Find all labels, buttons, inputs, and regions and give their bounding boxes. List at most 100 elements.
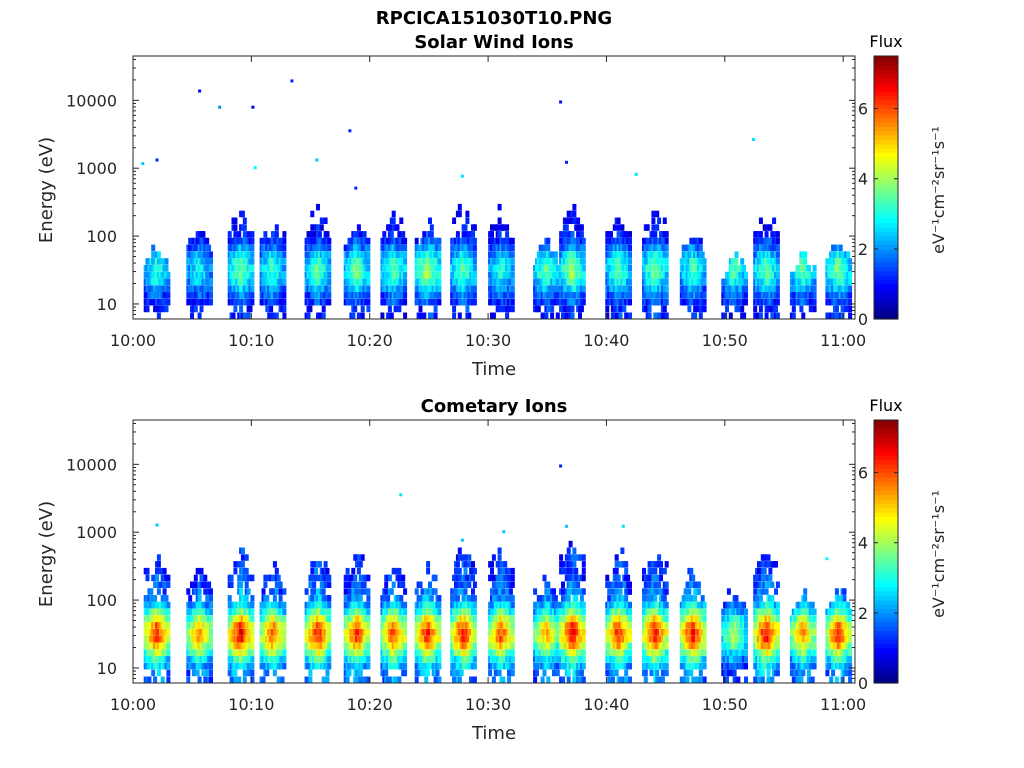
flux-cell: [570, 305, 575, 313]
flux-cell: [153, 595, 158, 602]
flux-cell: [414, 676, 419, 683]
flux-cell: [437, 635, 442, 643]
flux-cell: [581, 271, 586, 279]
flux-cell: [164, 258, 169, 265]
flux-cell: [351, 567, 356, 575]
flux-cell: [209, 278, 213, 286]
flux-cell: [209, 298, 213, 306]
colorbar-tick-label: 2: [858, 240, 868, 259]
flux-outlier-point: [251, 105, 255, 109]
colorbar-segment: [874, 64, 898, 70]
flux-cell: [546, 244, 551, 252]
flux-cell: [437, 676, 442, 683]
flux-cell: [310, 595, 315, 602]
flux-cell: [564, 554, 569, 561]
flux-cell: [459, 581, 464, 588]
flux-cell: [775, 312, 780, 319]
flux-cell: [581, 635, 586, 643]
flux-cell: [317, 561, 322, 568]
flux-cell: [744, 292, 748, 299]
flux-cell: [310, 224, 315, 231]
flux-cell: [327, 656, 332, 663]
flux-cell: [356, 312, 361, 319]
colorbar-segment: [874, 200, 898, 206]
flux-cell: [848, 265, 853, 272]
flux-cell: [437, 656, 442, 663]
flux-cell: [362, 231, 367, 238]
flux-outlier-point: [141, 162, 145, 166]
flux-cell: [472, 608, 477, 616]
x-tick-labels: 10:00 10:10 10:20 10:30 10:40 10:50 11:00: [110, 56, 866, 350]
flux-cell: [195, 669, 200, 677]
flux-cell: [840, 305, 845, 313]
flux-cell: [321, 588, 326, 595]
flux-cell: [327, 642, 332, 650]
flux-cell: [360, 312, 365, 319]
flux-cell: [555, 662, 560, 670]
flux-cell: [325, 669, 330, 677]
flux-cell: [274, 231, 279, 238]
flux-cell: [457, 574, 462, 582]
flux-cell: [561, 567, 565, 575]
flux-cell: [349, 574, 354, 582]
flux-cell: [472, 581, 477, 588]
flux-cell: [510, 642, 515, 650]
flux-cell: [312, 561, 317, 568]
flux-cell: [472, 595, 477, 602]
flux-cell: [581, 292, 586, 299]
flux-cell: [240, 547, 245, 554]
flux-cell: [628, 231, 632, 238]
flux-cell: [566, 588, 571, 595]
colorbar-segment: [874, 95, 898, 101]
flux-cell: [581, 265, 586, 272]
flux-cell: [321, 305, 326, 313]
flux-cell: [803, 251, 808, 258]
flux-cell: [702, 265, 707, 272]
flux-cell: [452, 574, 457, 582]
flux-outlier-point: [348, 129, 352, 133]
flux-cell: [327, 615, 332, 622]
flux-cell: [156, 588, 161, 595]
flux-cell: [327, 251, 332, 258]
flux-cell: [261, 588, 266, 595]
flux-cell: [403, 237, 408, 245]
flux-cell: [848, 278, 853, 286]
energy-burst: [721, 251, 748, 319]
flux-cell: [166, 298, 171, 306]
flux-cell: [561, 581, 565, 588]
flux-cell: [681, 244, 686, 252]
colorbar-segment: [874, 253, 898, 259]
flux-cell: [366, 285, 371, 292]
flux-cell: [742, 265, 747, 272]
flux-cell: [360, 588, 365, 595]
flux-cell: [764, 231, 769, 238]
flux-cell: [433, 588, 438, 595]
flux-cell: [397, 567, 402, 575]
flux-cell: [403, 285, 408, 292]
flux-cell: [702, 305, 707, 313]
flux-cell: [540, 676, 545, 683]
flux-cell: [282, 629, 287, 636]
flux-cell: [327, 237, 332, 245]
flux-cell: [651, 217, 656, 224]
flux-cell: [452, 676, 457, 683]
flux-cell: [327, 635, 332, 643]
flux-cell: [366, 271, 371, 279]
flux-cell: [276, 574, 281, 582]
colorbar-segment: [874, 134, 898, 140]
flux-cell: [505, 595, 510, 602]
flux-cell: [414, 588, 419, 595]
flux-outlier-point: [559, 100, 563, 104]
flux-cell: [553, 595, 558, 602]
flux-cell: [825, 312, 830, 319]
flux-cell: [209, 622, 213, 629]
flux-cell: [426, 669, 431, 677]
flux-cell: [205, 237, 210, 245]
flux-cell: [812, 305, 817, 313]
flux-cell: [428, 581, 432, 588]
flux-cell: [263, 231, 268, 238]
flux-cell: [209, 676, 213, 683]
flux-cell: [250, 237, 255, 245]
flux-cell: [239, 305, 244, 313]
flux-cell: [574, 595, 579, 602]
